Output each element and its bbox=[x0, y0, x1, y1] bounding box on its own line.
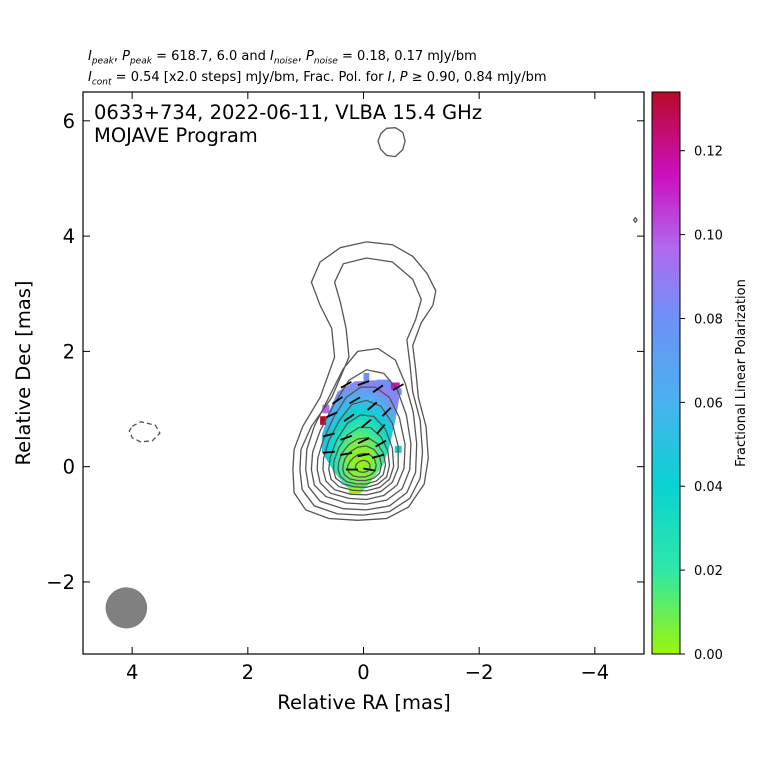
intensity-contour bbox=[632, 216, 638, 224]
colorbar-tick-label: 0.06 bbox=[694, 396, 723, 411]
p-noise-symbol: P bbox=[306, 49, 314, 64]
y-tick-label: 0 bbox=[63, 456, 75, 479]
header-line-1: Ipeak, Ppeak = 618.7, 6.0 and Inoise, Pn… bbox=[88, 49, 477, 67]
intensity-contour bbox=[377, 127, 406, 158]
colorbar-tick-label: 0.04 bbox=[694, 480, 723, 495]
i-peak-symbol: I bbox=[88, 49, 92, 64]
threshold-text: ≥ 0.90, 0.84 mJy/bm bbox=[411, 70, 547, 85]
intensity-contour bbox=[292, 241, 437, 521]
p-noise-subscript: noise bbox=[313, 56, 338, 67]
colorbar-tick-label: 0.00 bbox=[694, 648, 723, 663]
intensity-contour bbox=[328, 414, 395, 492]
negative-contour bbox=[128, 421, 161, 443]
intensity-contour bbox=[310, 369, 412, 505]
colorbar-tick-label: 0.08 bbox=[694, 312, 723, 327]
i-noise-subscript: noise bbox=[273, 56, 298, 67]
colorbar-label: Fractional Linear Polarization bbox=[734, 279, 749, 467]
header-line-2: Icont = 0.54 [x2.0 steps] mJy/bm, Frac. … bbox=[88, 70, 547, 88]
p-symbol: P bbox=[399, 70, 408, 85]
polarization-vector bbox=[340, 452, 353, 456]
plot-area bbox=[105, 127, 638, 629]
intensity-contour bbox=[354, 459, 371, 474]
x-axis-label: Relative RA [mas] bbox=[277, 691, 450, 714]
polarization-pixel bbox=[363, 373, 370, 382]
polarization-region bbox=[321, 380, 400, 493]
polarization-vector bbox=[349, 396, 361, 405]
polarization-vector bbox=[376, 424, 386, 435]
intensity-contour bbox=[332, 426, 391, 489]
polarization-vector bbox=[325, 411, 338, 419]
chart-title-line2: MOJAVE Program bbox=[94, 124, 258, 147]
y-tick-label: 2 bbox=[63, 340, 75, 363]
i-peak-subscript: peak bbox=[91, 56, 114, 67]
colorbar-tick-label: 0.02 bbox=[694, 564, 723, 579]
intensity-contour bbox=[316, 386, 406, 501]
i-cont-subscript: cont bbox=[91, 77, 112, 88]
polarization-vector bbox=[332, 396, 343, 405]
cont-text: = 0.54 [x2.0 steps] mJy/bm, Frac. Pol. f… bbox=[115, 70, 384, 85]
colorbar-tick-label: 0.12 bbox=[694, 145, 723, 160]
polarization-vector bbox=[361, 418, 372, 428]
polarization-vector bbox=[371, 453, 384, 459]
polarization-pixel bbox=[322, 404, 330, 414]
polarization-vector bbox=[375, 439, 387, 448]
intensity-contour bbox=[299, 257, 424, 516]
colorbar bbox=[651, 91, 681, 655]
polarization-vector bbox=[322, 432, 335, 438]
noise-values: = 0.18, 0.17 mJy/bm bbox=[341, 49, 477, 64]
colorbar-ticks: 0.00 0.02 0.04 0.06 0.08 0.10 0.12 bbox=[680, 145, 723, 663]
y-tick-label: 4 bbox=[63, 225, 75, 248]
intensity-contour bbox=[322, 399, 399, 496]
polarization-vector bbox=[357, 437, 370, 445]
i-noise-symbol: I bbox=[269, 49, 274, 64]
x-tick-label: −2 bbox=[465, 661, 494, 684]
polarization-vector bbox=[381, 407, 392, 417]
polarization-vector-layer bbox=[322, 380, 404, 472]
i-symbol: I bbox=[387, 70, 392, 85]
chart-title-line1: 0633+734, 2022-06-11, VLBA 15.4 GHz bbox=[94, 101, 482, 124]
x-tick-label: 0 bbox=[357, 661, 369, 684]
contour-layer bbox=[128, 127, 638, 521]
polarization-vector bbox=[343, 413, 355, 422]
polarization-vector bbox=[392, 383, 404, 391]
x-tick-label: 2 bbox=[242, 661, 254, 684]
polarization-pixel bbox=[320, 416, 326, 425]
polarization-vector bbox=[322, 450, 335, 454]
i-cont-symbol: I bbox=[88, 70, 92, 85]
polarization-vector bbox=[363, 467, 376, 472]
polarization-vector bbox=[357, 453, 370, 458]
polarization-vector bbox=[340, 434, 353, 441]
axis-ticks: 4 2 0 −2 −4 −2 0 2 4 6 bbox=[46, 92, 644, 684]
polarization-pixel bbox=[376, 379, 391, 387]
x-tick-label: −4 bbox=[580, 661, 609, 684]
polarization-vector bbox=[372, 384, 384, 394]
intensity-contour bbox=[337, 437, 387, 485]
y-axis-label: Relative Dec [mas] bbox=[12, 280, 35, 465]
y-tick-label: −2 bbox=[46, 571, 75, 594]
p-peak-subscript: peak bbox=[129, 56, 152, 67]
y-tick-label: 6 bbox=[63, 110, 75, 133]
intensity-contour bbox=[342, 445, 383, 482]
p-peak-symbol: P bbox=[122, 49, 130, 64]
intensity-contour bbox=[346, 452, 377, 478]
x-tick-label: 4 bbox=[126, 661, 138, 684]
colorbar-tick-label: 0.10 bbox=[694, 229, 723, 244]
beam-ellipse bbox=[105, 587, 148, 629]
peak-values: = 618.7, 6.0 and bbox=[156, 49, 266, 64]
polarization-vector bbox=[357, 380, 370, 386]
polarization-vector bbox=[367, 401, 378, 411]
polarization-vector bbox=[340, 381, 352, 389]
intensity-contour bbox=[305, 347, 418, 511]
